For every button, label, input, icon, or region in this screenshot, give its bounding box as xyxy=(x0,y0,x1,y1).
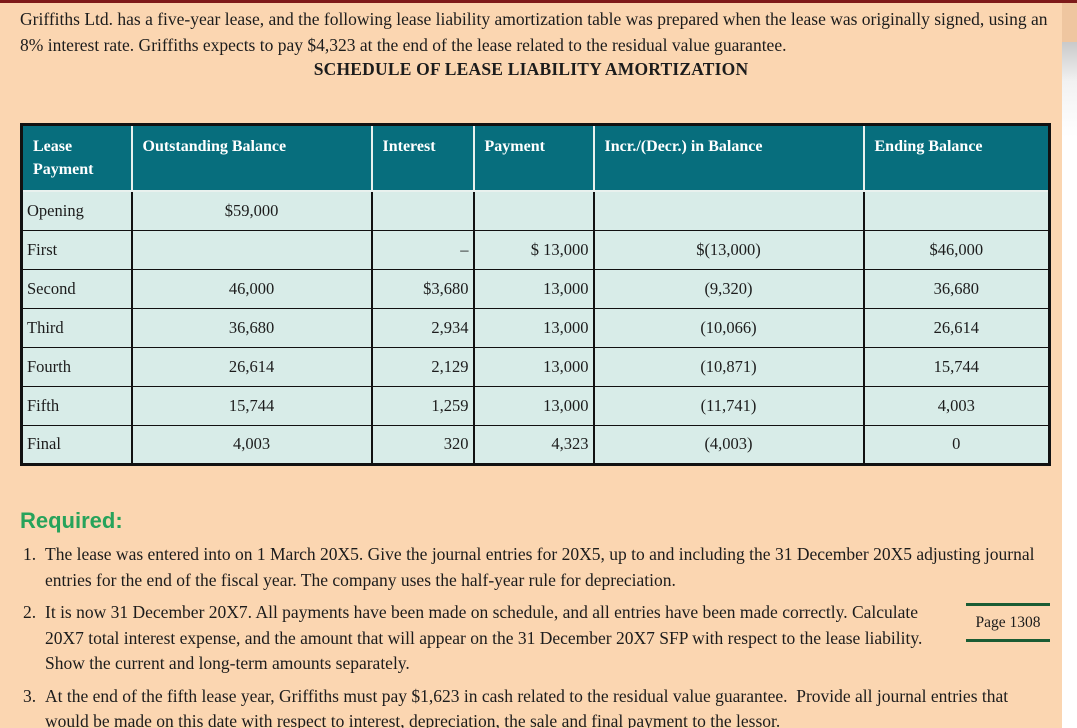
table-row: Fourth 26,614 2,129 13,000 (10,871) 15,744 xyxy=(20,346,1051,387)
table-cell-interest: 1,259 xyxy=(370,385,475,426)
table-row: Final 4,003 320 4,323 (4,003) 0 xyxy=(20,424,1051,465)
required-item-2: 2. Page 1308 It is now 31 December 20X7.… xyxy=(20,600,1052,677)
table-cell-label: Opening xyxy=(20,190,133,231)
item-number: 3. xyxy=(23,685,37,706)
page-number-label: Page 1308 xyxy=(975,614,1041,631)
table-cell-change: (9,320) xyxy=(592,268,865,309)
table-title: SCHEDULE OF LEASE LIABILITY AMORTIZATION xyxy=(313,59,749,79)
top-maroon-rule xyxy=(0,0,1077,3)
table-cell-payment: 13,000 xyxy=(472,346,595,387)
table-row: Opening $59,000 xyxy=(20,190,1051,231)
table-cell-ending: 4,003 xyxy=(862,385,1051,426)
table-cell-ending: 36,680 xyxy=(862,268,1051,309)
intro-paragraph: Griffiths Ltd. has a five-year lease, an… xyxy=(20,9,1048,55)
table-cell-interest xyxy=(370,190,475,231)
item-text: The lease was entered into on 1 March 20… xyxy=(45,544,1035,590)
required-item-1: 1. The lease was entered into on 1 March… xyxy=(20,542,1052,593)
table-cell-label: Second xyxy=(20,268,133,309)
table-cell-ending xyxy=(862,190,1051,231)
item-text: Page 1308 It is now 31 December 20X7. Al… xyxy=(45,600,1052,677)
item-number: 2. xyxy=(23,602,37,622)
table-cell-ending: 15,744 xyxy=(862,346,1051,387)
table-cell-label: Fifth xyxy=(20,385,133,426)
table-cell-outstanding: 4,003 xyxy=(130,424,373,465)
col-header-outstanding-balance: Outstanding Balance xyxy=(130,123,373,193)
table-cell-payment: 13,000 xyxy=(472,307,595,348)
table-cell-change xyxy=(592,190,865,231)
col-header-interest: Interest xyxy=(370,123,475,193)
table-cell-label: Third xyxy=(20,307,133,348)
amortization-table: Lease Payment Outstanding Balance Intere… xyxy=(20,123,1051,466)
table-cell-ending: $46,000 xyxy=(862,229,1051,270)
table-cell-label: First xyxy=(20,229,133,270)
table-cell-outstanding: $59,000 xyxy=(130,190,373,231)
table-cell-change: (4,003) xyxy=(592,424,865,465)
table-cell-outstanding: 26,614 xyxy=(130,346,373,387)
table-cell-outstanding: 15,744 xyxy=(130,385,373,426)
table-cell-interest: 2,129 xyxy=(370,346,475,387)
table-cell-label: Final xyxy=(20,424,133,465)
required-list: 1. The lease was entered into on 1 March… xyxy=(20,542,1052,728)
page-number-box: Page 1308 xyxy=(966,603,1050,642)
page-edge-notch xyxy=(1062,0,1077,42)
col-header-ending-balance: Ending Balance xyxy=(862,123,1051,193)
item-text-content: It is now 31 December 20X7. All payments… xyxy=(45,602,923,673)
table-cell-change: (11,741) xyxy=(592,385,865,426)
table-body: Opening $59,000 First – $ 13,000 $(13,000) $46… xyxy=(20,190,1051,465)
table-header-row: Lease Payment Outstanding Balance Intere… xyxy=(20,123,1051,193)
table-cell-ending: 26,614 xyxy=(862,307,1051,348)
table-cell-interest: $3,680 xyxy=(370,268,475,309)
required-heading: Required: xyxy=(20,508,123,533)
page-edge-shadow xyxy=(1062,42,1077,728)
col-header-payment: Payment xyxy=(472,123,595,193)
table-cell-interest: 2,934 xyxy=(370,307,475,348)
item-number: 1. xyxy=(23,544,37,564)
table-cell-change: (10,871) xyxy=(592,346,865,387)
col-header-incr-decr: Incr./(Decr.) in Balance xyxy=(592,123,865,193)
table-cell-payment xyxy=(472,190,595,231)
table-row: First – $ 13,000 $(13,000) $46,000 xyxy=(20,229,1051,270)
table-cell-payment: 13,000 xyxy=(472,385,595,426)
table-cell-payment: $ 13,000 xyxy=(472,229,595,270)
table-cell-outstanding: 36,680 xyxy=(130,307,373,348)
table-cell-payment: 13,000 xyxy=(472,268,595,309)
item-text: At the end of the fifth lease year, Grif… xyxy=(45,685,1009,728)
table-row: Third 36,680 2,934 13,000 (10,066) 26,614 xyxy=(20,307,1051,348)
table-row: Fifth 15,744 1,259 13,000 (11,741) 4,003 xyxy=(20,385,1051,426)
required-item-3: 3. At the end of the fifth lease year, G… xyxy=(20,684,1052,728)
table-cell-change: (10,066) xyxy=(592,307,865,348)
table-cell-interest: – xyxy=(370,229,475,270)
col-header-lease-payment: Lease Payment xyxy=(20,123,133,193)
table-cell-payment: 4,323 xyxy=(472,424,595,465)
table-cell-interest: 320 xyxy=(370,424,475,465)
table-cell-outstanding xyxy=(130,229,373,270)
table-row: Second 46,000 $3,680 13,000 (9,320) 36,680 xyxy=(20,268,1051,309)
table-cell-label: Fourth xyxy=(20,346,133,387)
table-cell-ending: 0 xyxy=(862,424,1051,465)
table-cell-outstanding: 46,000 xyxy=(130,268,373,309)
table-cell-change: $(13,000) xyxy=(592,229,865,270)
